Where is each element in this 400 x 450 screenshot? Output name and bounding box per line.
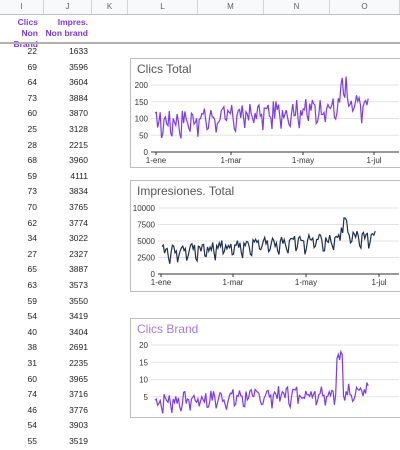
y-tick-label: 7500: [137, 221, 155, 230]
column-header-l[interactable]: L: [128, 0, 198, 14]
cell-impres-non-brand[interactable]: 3903: [69, 420, 88, 431]
cell-impres-non-brand[interactable]: 4111: [70, 170, 88, 181]
column-header-m[interactable]: M: [198, 0, 264, 14]
cell-impres-non-brand[interactable]: 3774: [69, 217, 88, 228]
y-tick-label: 5: [144, 393, 149, 402]
cell-impres-non-brand[interactable]: 3887: [69, 264, 88, 275]
column-header-j[interactable]: J: [44, 0, 92, 14]
cell-impres-non-brand[interactable]: 3776: [69, 404, 88, 415]
y-tick-label: 2500: [137, 254, 155, 263]
column-header-k[interactable]: K: [92, 0, 128, 14]
x-tick-label: 1-ene: [151, 278, 172, 287]
cell-impres-non-brand[interactable]: 3519: [69, 436, 88, 446]
cell-clics-non-brand[interactable]: 73: [27, 186, 37, 197]
cell-impres-non-brand[interactable]: 3716: [69, 389, 88, 400]
x-tick-label: 1-may: [295, 278, 317, 287]
chart-clics-brand[interactable]: Clics Brand 20 15 10 5: [130, 318, 400, 418]
cell-impres-non-brand[interactable]: 3884: [69, 92, 88, 103]
cell-clics-non-brand[interactable]: 69: [27, 61, 37, 72]
cell-impres-non-brand[interactable]: 2327: [69, 248, 88, 259]
cell-clics-non-brand[interactable]: 64: [27, 77, 37, 88]
y-tick-label: 5000: [137, 237, 155, 246]
x-tick-label: 1-may: [292, 156, 314, 165]
series-line: [161, 217, 376, 264]
cell-impres-non-brand[interactable]: 3596: [69, 61, 88, 72]
header-divider: [0, 42, 400, 44]
cell-clics-non-brand[interactable]: 59: [27, 170, 37, 181]
x-tick-label: 1-mar: [223, 278, 244, 287]
cell-impres-non-brand[interactable]: 3550: [69, 295, 88, 306]
x-tick-label: 1-jul: [366, 156, 381, 165]
x-tick-label: 1-jul: [371, 278, 386, 287]
column-header-n[interactable]: N: [264, 0, 330, 14]
cell-clics-non-brand[interactable]: 74: [27, 389, 37, 400]
y-tick-label: 15: [139, 358, 148, 367]
cell-clics-non-brand[interactable]: 70: [27, 202, 37, 212]
cell-impres-non-brand[interactable]: 3834: [69, 186, 88, 197]
cell-impres-non-brand[interactable]: 2215: [69, 139, 88, 150]
header-cell-clics-non-brand[interactable]: Clics Non Brand: [13, 17, 38, 49]
data-table: 22 1633 69 3596 64 3604 73 3884 60 3870 25 3128 28 22…: [0, 44, 92, 446]
chart-title: Clics Brand: [137, 322, 199, 336]
cell-clics-non-brand[interactable]: 31: [27, 358, 37, 368]
y-tick-label: 10: [139, 376, 148, 385]
y-tick-label: 10000: [133, 204, 156, 213]
y-tick-label: 0: [144, 148, 149, 157]
y-tick-label: 0: [151, 270, 156, 279]
cell-clics-non-brand[interactable]: 28: [27, 139, 37, 150]
cell-clics-non-brand[interactable]: 59: [27, 295, 37, 306]
chart-title: Impresiones. Total: [137, 184, 235, 198]
cell-impres-non-brand[interactable]: 3604: [69, 77, 88, 88]
series-line: [154, 76, 369, 139]
cell-clics-non-brand[interactable]: 34: [27, 233, 37, 244]
column-header-bar: I J K L M N O: [0, 0, 400, 15]
cell-impres-non-brand[interactable]: 3022: [69, 233, 88, 244]
cell-clics-non-brand[interactable]: 65: [27, 264, 37, 275]
y-tick-label: 20: [139, 341, 148, 350]
y-tick-label: 100: [135, 115, 149, 124]
column-header-o[interactable]: O: [330, 0, 400, 14]
chart-title: Clics Total: [137, 62, 192, 76]
cell-clics-non-brand[interactable]: 60: [27, 108, 37, 119]
chart-clics-total[interactable]: Clics Total 200 150 100 50 0 1-ene 1-mar 1-may 1…: [130, 58, 400, 168]
chart-plot: 200 150 100 50 01-ene 1-mar 1-may 1-jul: [135, 76, 399, 165]
cell-clics-non-brand[interactable]: 40: [27, 326, 37, 337]
cell-impres-non-brand[interactable]: 2235: [69, 358, 88, 368]
cell-clics-non-brand[interactable]: 73: [27, 92, 37, 103]
cell-clics-non-brand[interactable]: 25: [27, 124, 37, 134]
chart-plot: 10000 7500 5000 2500 01-ene 1-mar 1-may 1-jul: [133, 204, 399, 287]
header-cell-impres-non-brand[interactable]: Impres. Non brand: [45, 17, 89, 38]
cell-clics-non-brand[interactable]: 46: [27, 404, 37, 415]
cell-impres-non-brand[interactable]: 3870: [69, 108, 88, 119]
series-line: [154, 349, 369, 414]
cell-clics-non-brand[interactable]: 63: [27, 280, 37, 290]
cell-impres-non-brand[interactable]: 1633: [69, 46, 88, 56]
cell-impres-non-brand[interactable]: 3419: [69, 311, 88, 322]
cell-clics-non-brand[interactable]: 54: [27, 420, 37, 431]
y-tick-label: 200: [135, 81, 149, 90]
cell-impres-non-brand[interactable]: 3765: [69, 202, 88, 212]
cell-impres-non-brand[interactable]: 3965: [69, 373, 88, 384]
cell-clics-non-brand[interactable]: 68: [27, 155, 37, 166]
cell-clics-non-brand[interactable]: 55: [27, 436, 37, 446]
cell-impres-non-brand[interactable]: 3960: [69, 155, 88, 166]
cell-impres-non-brand[interactable]: 3404: [69, 326, 88, 337]
chart-impresiones-total[interactable]: Impresiones. Total 10000 7500 5000 2500 0 1-e…: [130, 180, 400, 292]
cell-clics-non-brand[interactable]: 62: [27, 217, 37, 228]
cell-clics-non-brand[interactable]: 22: [27, 46, 37, 56]
column-header-i[interactable]: I: [0, 0, 44, 14]
y-tick-label: 150: [135, 98, 149, 107]
cell-clics-non-brand[interactable]: 54: [27, 311, 37, 322]
cell-clics-non-brand[interactable]: 27: [27, 248, 37, 259]
x-tick-label: 1-ene: [146, 156, 167, 165]
cell-clics-non-brand[interactable]: 38: [27, 342, 37, 353]
cell-impres-non-brand[interactable]: 3573: [69, 280, 88, 290]
cell-impres-non-brand[interactable]: 2691: [69, 342, 88, 353]
y-tick-label: 50: [139, 131, 148, 140]
x-tick-label: 1-mar: [221, 156, 242, 165]
cell-clics-non-brand[interactable]: 60: [27, 373, 37, 384]
cell-impres-non-brand[interactable]: 3128: [69, 124, 88, 134]
